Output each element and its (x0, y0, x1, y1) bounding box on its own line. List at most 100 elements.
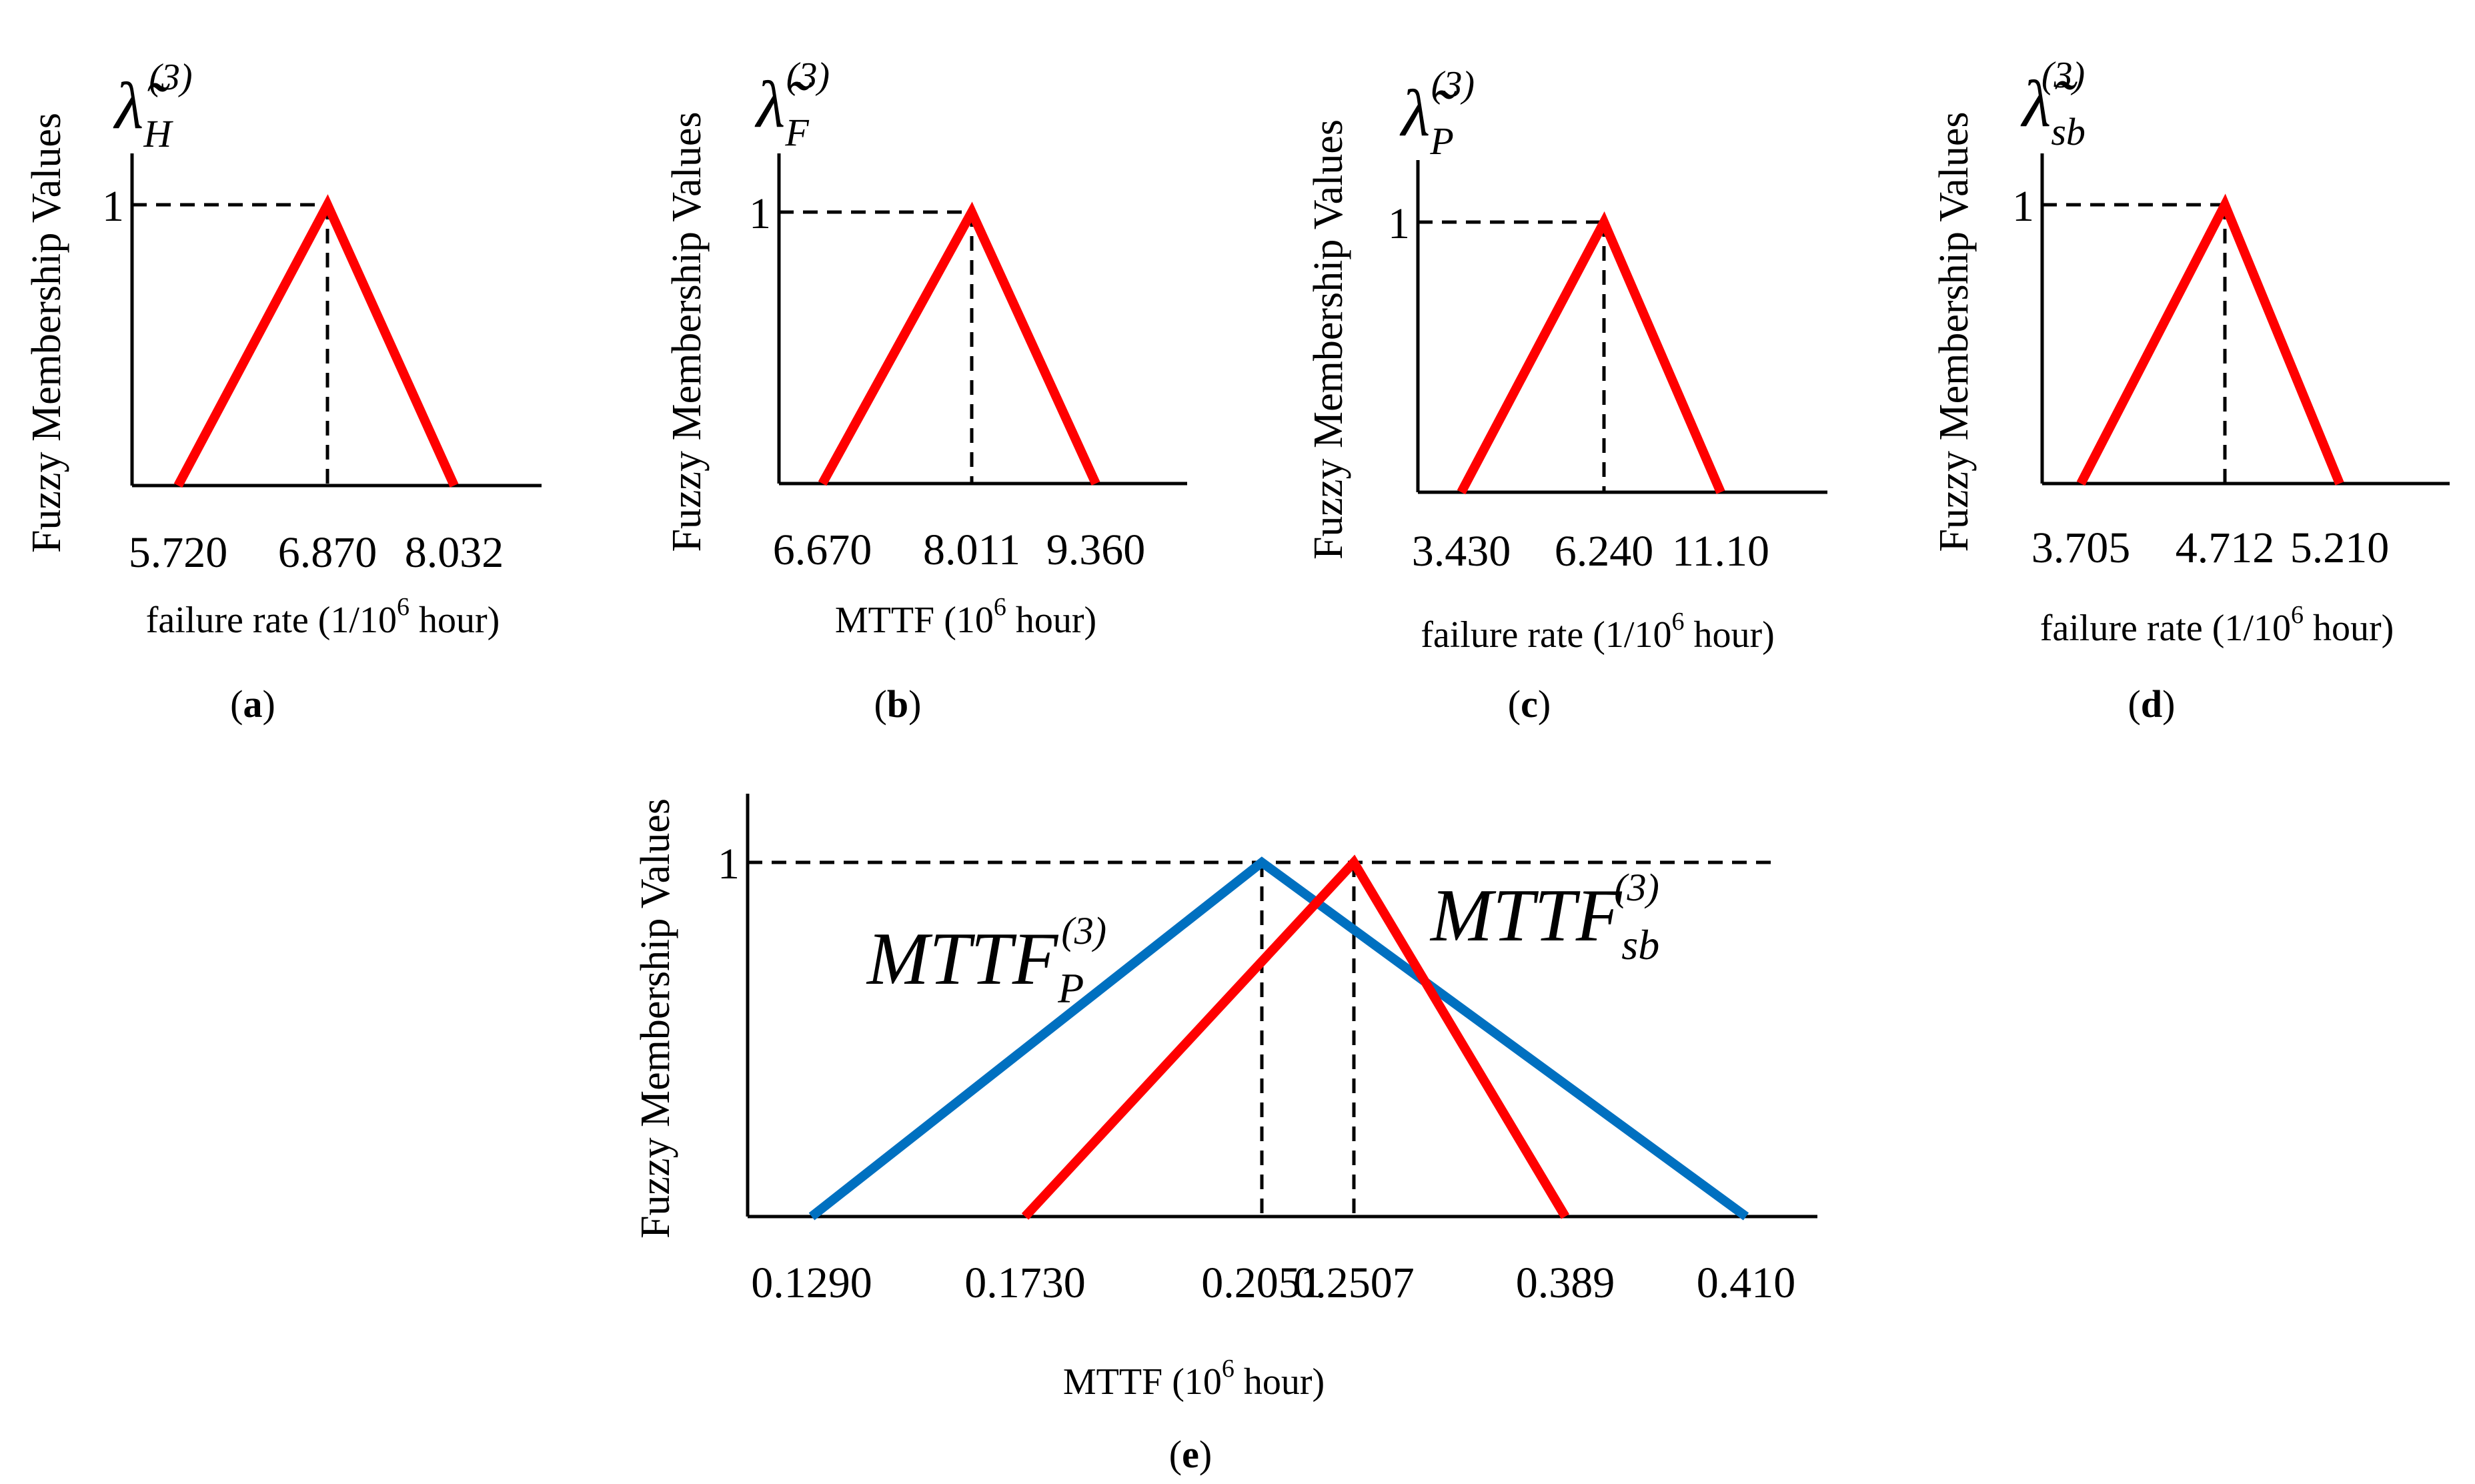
x-axis-label: failure rate (1/106 hour) (1421, 608, 1775, 656)
panel-label-open: ( (1169, 1433, 1182, 1476)
panel-label-close: ) (1538, 682, 1551, 726)
series-line (818, 201, 1100, 486)
x-axis-label-unit: hour) (2304, 608, 2394, 649)
x-tick-label: 5.210 (2290, 524, 2390, 572)
series-label-superscript: (3) (1061, 909, 1106, 952)
x-tick-label: 8.011 (923, 526, 1020, 574)
x-axis-label-unit: hour) (409, 600, 500, 641)
series-label-p: MTTFP (3) (866, 909, 1106, 1012)
y-tick-label: 1 (102, 182, 124, 231)
series-line-sb (1021, 854, 1570, 1220)
x-tick-label: 11.10 (1672, 527, 1769, 576)
x-axis-label-superscript: 6 (1222, 1355, 1234, 1383)
series-line (173, 194, 459, 488)
series-label-subscript: P (1057, 964, 1084, 1012)
x-axis-label: MTTF (106 hour) (835, 593, 1096, 641)
variable-symbol-superscript: (3) (1431, 64, 1475, 105)
variable-symbol: λ̃H(3) (113, 57, 193, 155)
variable-symbol-superscript: (3) (149, 57, 192, 98)
y-axis-label: Fuzzy Membership Values (24, 113, 69, 553)
y-tick-label: 1 (718, 840, 740, 888)
series-label-main: MTTF (1429, 874, 1623, 957)
chart-panel-d: 1 Fuzzy Membership Values 3.705 4.712 5.210 f… (1931, 55, 2450, 726)
x-axis-label-superscript: 6 (1671, 608, 1684, 636)
y-axis-label: Fuzzy Membership Values (1306, 119, 1351, 560)
x-tick-label: 0.1290 (751, 1259, 872, 1307)
variable-symbol-subscript: H (143, 112, 173, 155)
x-axis-label-superscript: 6 (397, 593, 409, 621)
x-tick-label: 4.712 (2176, 524, 2275, 572)
x-axis-label-text: failure rate (1/10 (146, 600, 397, 641)
x-axis-label: failure rate (1/106 hour) (146, 593, 500, 641)
series-line (2076, 193, 2344, 486)
x-tick-label: 3.705 (2031, 524, 2131, 572)
x-tick-label: 0.1730 (964, 1259, 1086, 1307)
y-tick-label: 1 (749, 189, 771, 238)
panel-label-close: ) (2162, 682, 2175, 726)
series-line (1457, 211, 1725, 495)
x-axis-label-unit: hour) (1684, 614, 1774, 656)
variable-symbol-subscript: P (1429, 119, 1453, 163)
x-tick-label: 3.430 (1412, 527, 1511, 576)
variable-symbol: λ̃P(3) (1399, 64, 1475, 163)
panel-label-open: ( (230, 682, 243, 726)
x-axis-label-superscript: 6 (2291, 601, 2304, 629)
panel-label: (c) (1508, 682, 1551, 726)
x-tick-label: 9.360 (1046, 526, 1146, 574)
x-tick-label: 6.240 (1555, 527, 1654, 576)
x-tick-label: 0.2507 (1293, 1259, 1415, 1307)
x-tick-label: 8.032 (405, 528, 504, 577)
x-tick-label: 0.2051 (1201, 1259, 1323, 1307)
panel-label-open: ( (2128, 682, 2141, 726)
x-axis-label-unit: hour) (1234, 1361, 1325, 1403)
y-tick-label: 1 (1388, 199, 1410, 248)
series-label-subscript: sb (1621, 921, 1659, 968)
x-tick-label: 0.410 (1697, 1259, 1796, 1307)
chart-panel-b: 1 Fuzzy Membership Values 6.670 8.011 9.360 M… (664, 55, 1187, 726)
panel-label-close: ) (1199, 1433, 1212, 1476)
series-line-p (808, 856, 1749, 1221)
x-tick-label: 5.720 (129, 528, 228, 577)
series-label-superscript: (3) (1614, 866, 1659, 909)
variable-symbol: λ̃sb(3) (2020, 55, 2086, 153)
x-tick-label: 0.389 (1516, 1259, 1615, 1307)
x-axis-label-text: failure rate (1/10 (2040, 608, 2291, 649)
x-axis-label-text: MTTF (10 (835, 600, 994, 641)
panel-label-letter: e (1182, 1433, 1199, 1476)
panel-label-open: ( (1508, 682, 1521, 726)
x-axis-label: MTTF (106 hour) (1063, 1355, 1325, 1403)
panel-label-letter: d (2141, 682, 2162, 726)
x-axis-label-superscript: 6 (994, 593, 1006, 621)
x-tick-label: 6.870 (278, 528, 377, 577)
x-axis-label-unit: hour) (1006, 600, 1096, 641)
variable-symbol: λ̃F(3) (754, 55, 830, 154)
panel-label: (e) (1169, 1433, 1212, 1476)
variable-symbol-subscript: F (784, 111, 809, 154)
panel-label: (b) (874, 682, 922, 726)
x-axis-label: failure rate (1/106 hour) (2040, 601, 2394, 649)
x-axis-label-text: MTTF (10 (1063, 1361, 1222, 1403)
variable-symbol-subscript: sb (2051, 110, 2086, 153)
y-tick-label: 1 (2012, 182, 2034, 231)
panel-label-close: ) (908, 682, 921, 726)
panel-label: (a) (230, 682, 275, 726)
panel-label: (d) (2128, 682, 2176, 726)
series-label-sb: MTTFsb (3) (1429, 866, 1659, 968)
panel-label-close: ) (263, 682, 275, 726)
variable-symbol-superscript: (3) (786, 55, 830, 97)
panel-label-open: ( (874, 682, 887, 726)
panel-label-letter: a (243, 682, 263, 726)
variable-symbol-superscript: (3) (2041, 55, 2085, 96)
x-tick-label: 6.670 (773, 526, 872, 574)
y-axis-label: Fuzzy Membership Values (633, 798, 678, 1239)
panel-label-letter: c (1521, 682, 1538, 726)
y-axis-label: Fuzzy Membership Values (664, 111, 710, 552)
y-axis-label: Fuzzy Membership Values (1931, 111, 1977, 552)
panel-label-letter: b (887, 682, 908, 726)
series-label-main: MTTF (866, 918, 1059, 1000)
x-axis-label-text: failure rate (1/10 (1421, 614, 1671, 656)
